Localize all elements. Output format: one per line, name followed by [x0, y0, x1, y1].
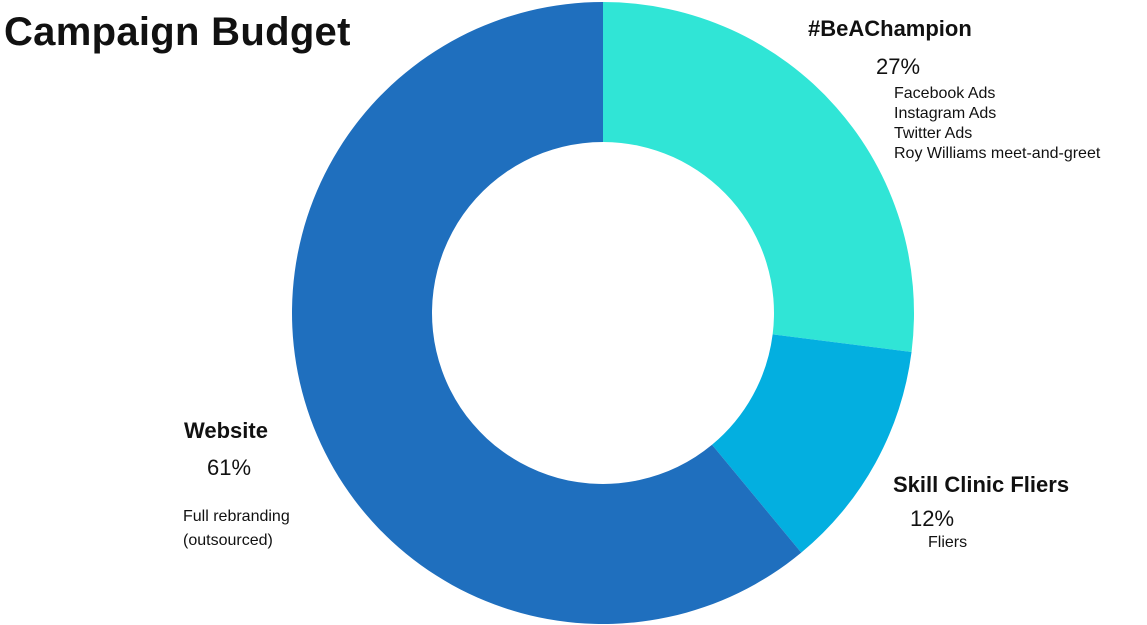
detail-meet-and-greet: Roy Williams meet-and-greet: [894, 145, 1101, 162]
detail-facebook-ads: Facebook Ads: [894, 85, 996, 102]
donut-slice-skill-clinic-fliers: [711, 334, 912, 553]
slice-label-beachampion: #BeAChampion: [808, 16, 972, 42]
detail-twitter-ads: Twitter Ads: [894, 125, 973, 142]
donut-slice-beachampion: [603, 2, 915, 352]
detail-full-rebranding: Full rebranding: [183, 508, 290, 525]
chart-title: Campaign Budget: [4, 10, 351, 54]
detail-outsourced: (outsourced): [183, 532, 273, 549]
slice-name-beachampion: #BeAChampion: [808, 16, 972, 41]
slice-name-skill-clinic-fliers: Skill Clinic Fliers: [893, 472, 1070, 497]
slice-details-website: Full rebranding (outsourced): [183, 505, 290, 553]
detail-instagram-ads: Instagram Ads: [894, 105, 997, 122]
slice-percent-website: 61%: [207, 455, 252, 480]
slice-percent-skill-clinic-fliers: 12%: [910, 506, 955, 531]
slice-name-website: Website: [184, 418, 268, 443]
donut-slice-website: [291, 2, 802, 624]
slice-percent-beachampion: 27%: [876, 54, 921, 79]
slice-details-beachampion: Facebook Ads Instagram Ads Twitter Ads R…: [894, 84, 1100, 164]
detail-fliers: Fliers: [928, 534, 968, 551]
donut-slices: [291, 2, 915, 624]
